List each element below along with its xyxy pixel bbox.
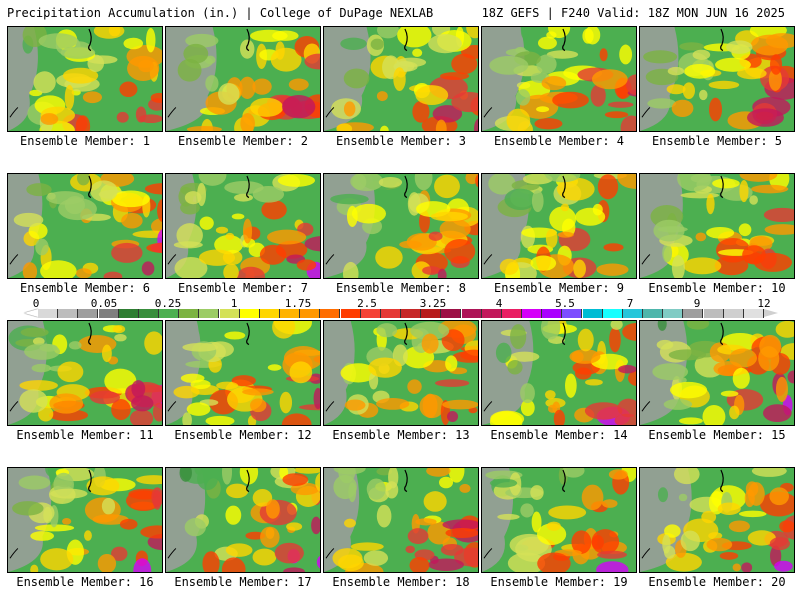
ensemble-map-panel xyxy=(7,320,163,426)
ensemble-member-label: Ensemble Member: 7 xyxy=(177,281,309,295)
colorbar-segment xyxy=(501,309,522,318)
ensemble-member-label: Ensemble Member: 13 xyxy=(332,428,470,442)
ensemble-map-panel xyxy=(639,173,795,279)
colorbar-segment xyxy=(683,309,704,318)
colorbar-segment xyxy=(421,309,442,318)
colorbar-segment xyxy=(401,309,422,318)
colorbar-segment xyxy=(340,309,361,318)
colorbar-segment xyxy=(219,309,240,318)
colorbar-segment xyxy=(280,309,301,318)
ensemble-member-label: Ensemble Member: 11 xyxy=(16,428,154,442)
ensemble-member-label: Ensemble Member: 18 xyxy=(332,575,470,589)
colorbar-segment xyxy=(602,309,623,318)
ensemble-map-panel xyxy=(165,320,321,426)
ensemble-member-label: Ensemble Member: 15 xyxy=(648,428,786,442)
colorbar-tick-label: 0 xyxy=(32,297,40,310)
ensemble-member-label: Ensemble Member: 3 xyxy=(335,134,467,148)
ensemble-map-panel xyxy=(639,26,795,132)
colorbar-tick-label: 1 xyxy=(230,297,238,310)
valid-time: 18Z GEFS | F240 Valid: 18Z MON JUN 16 20… xyxy=(481,6,785,20)
colorbar-segment xyxy=(461,309,482,318)
ensemble-member-label: Ensemble Member: 2 xyxy=(177,134,309,148)
colorbar-segment xyxy=(582,309,603,318)
colorbar-segment xyxy=(723,309,744,318)
colorbar-tick-label: 4 xyxy=(495,297,503,310)
colorbar-segment xyxy=(159,309,180,318)
colorbar-tick-label: 1.75 xyxy=(284,297,312,310)
colorbar-segment xyxy=(38,309,59,318)
ensemble-member-label: Ensemble Member: 6 xyxy=(19,281,151,295)
colorbar-segment xyxy=(522,309,543,318)
colorbar-segment xyxy=(481,309,502,318)
colorbar-segment xyxy=(360,309,381,318)
colorbar-segment xyxy=(441,309,462,318)
ensemble-member-label: Ensemble Member: 17 xyxy=(174,575,312,589)
ensemble-map-panel xyxy=(323,467,479,573)
ensemble-map-panel xyxy=(481,173,637,279)
colorbar-segment xyxy=(542,309,563,318)
ensemble-member-label: Ensemble Member: 4 xyxy=(493,134,625,148)
colorbar-segment xyxy=(380,309,401,318)
ensemble-member-label: Ensemble Member: 8 xyxy=(335,281,467,295)
colorbar-segment xyxy=(199,309,220,318)
colorbar-tick-label: 0.05 xyxy=(90,297,118,310)
colorbar-segment xyxy=(663,309,684,318)
ensemble-member-label: Ensemble Member: 14 xyxy=(490,428,628,442)
colorbar-segment xyxy=(78,309,99,318)
colorbar-segment xyxy=(703,309,724,318)
ensemble-map-panel xyxy=(323,26,479,132)
colorbar-segment xyxy=(239,309,260,318)
map-title: Precipitation Accumulation (in.) | Colle… xyxy=(7,6,434,20)
ensemble-map-panel xyxy=(323,320,479,426)
colorbar-tick-label: 5.5 xyxy=(555,297,575,310)
colorbar-left-arrow xyxy=(24,309,38,317)
ensemble-map-panel xyxy=(481,26,637,132)
colorbar-tick-label: 3.25 xyxy=(419,297,447,310)
ensemble-map-panel xyxy=(7,467,163,573)
ensemble-map-panel xyxy=(481,467,637,573)
colorbar-segment xyxy=(179,309,200,318)
colorbar-segment xyxy=(98,309,119,318)
colorbar-segment xyxy=(643,309,664,318)
colorbar-segment xyxy=(743,309,764,318)
colorbar-segment xyxy=(259,309,280,318)
ensemble-member-label: Ensemble Member: 16 xyxy=(16,575,154,589)
colorbar-segment xyxy=(118,309,139,318)
colorbar-segment xyxy=(138,309,159,318)
colorbar-tick-label: 0.25 xyxy=(154,297,182,310)
ensemble-map-panel xyxy=(323,173,479,279)
ensemble-map-panel xyxy=(481,320,637,426)
colorbar-segment xyxy=(58,309,79,318)
ensemble-map-panel xyxy=(165,173,321,279)
ensemble-map-panel xyxy=(639,467,795,573)
ensemble-map-panel xyxy=(165,26,321,132)
colorbar-tick-label: 9 xyxy=(693,297,701,310)
ensemble-map-panel xyxy=(165,467,321,573)
ensemble-member-label: Ensemble Member: 12 xyxy=(174,428,312,442)
ensemble-member-label: Ensemble Member: 5 xyxy=(651,134,783,148)
ensemble-map-panel xyxy=(7,26,163,132)
colorbar-tick-label: 7 xyxy=(626,297,634,310)
colorbar-segment xyxy=(320,309,341,318)
ensemble-map-panel xyxy=(639,320,795,426)
colorbar-tick-label: 12 xyxy=(757,297,771,310)
colorbar-segment xyxy=(562,309,583,318)
ensemble-member-label: Ensemble Member: 9 xyxy=(493,281,625,295)
ensemble-member-label: Ensemble Member: 19 xyxy=(490,575,628,589)
colorbar-right-arrow xyxy=(764,309,778,317)
colorbar-segment xyxy=(622,309,643,318)
ensemble-member-label: Ensemble Member: 20 xyxy=(648,575,786,589)
colorbar-tick-label: 2.5 xyxy=(357,297,377,310)
colorbar-segment xyxy=(300,309,321,318)
ensemble-member-label: Ensemble Member: 10 xyxy=(648,281,786,295)
ensemble-member-label: Ensemble Member: 1 xyxy=(19,134,151,148)
ensemble-map-panel xyxy=(7,173,163,279)
